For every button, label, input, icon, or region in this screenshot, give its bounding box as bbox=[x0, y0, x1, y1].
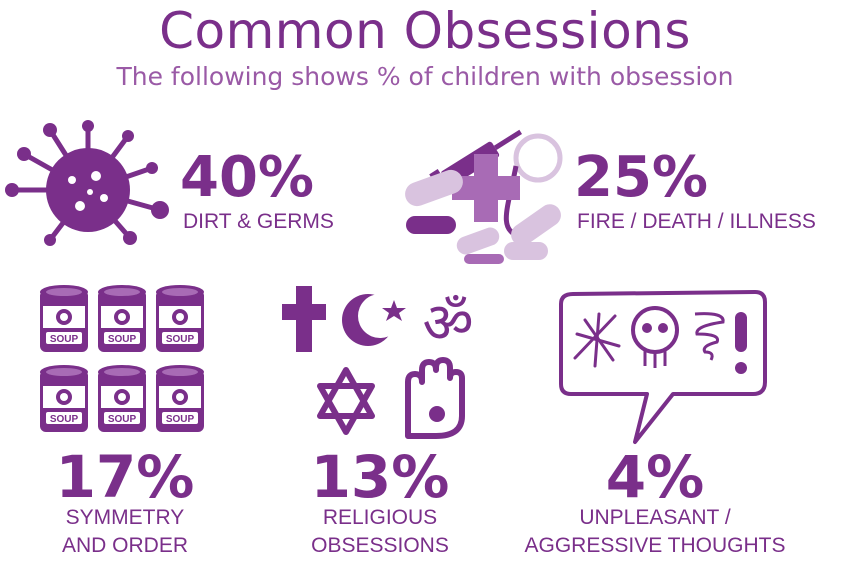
religious-symbols-icon: ॐ bbox=[282, 286, 474, 439]
soup-label: SOUP bbox=[108, 334, 137, 345]
soup-label: SOUP bbox=[108, 414, 137, 425]
svg-text:ॐ: ॐ bbox=[422, 291, 473, 356]
germ-icon bbox=[5, 120, 169, 246]
religious-label-line2: OBSESSIONS bbox=[311, 534, 449, 557]
aggressive-thoughts-percent: 4% bbox=[605, 443, 705, 511]
soup-label: SOUP bbox=[50, 414, 79, 425]
dirt-germs-label: DIRT & GERMS bbox=[183, 210, 334, 233]
fire-death-illness-percent: 25% bbox=[574, 145, 709, 210]
dirt-germs-percent: 40% bbox=[180, 145, 315, 210]
aggressive-label-line1: UNPLEASANT / bbox=[579, 506, 731, 529]
speech-bubble-icon bbox=[559, 290, 767, 444]
page-subtitle: The following shows % of children with o… bbox=[116, 62, 734, 91]
soup-label: SOUP bbox=[166, 414, 195, 425]
page-title: Common Obsessions bbox=[159, 2, 691, 60]
medical-supplies-icon bbox=[405, 129, 563, 264]
religious-label-line1: RELIGIOUS bbox=[322, 506, 438, 529]
symmetry-label-line2: AND ORDER bbox=[61, 534, 188, 557]
religious-percent: 13% bbox=[310, 443, 450, 511]
symmetry-percent: 17% bbox=[55, 443, 195, 511]
fire-death-illness-label: FIRE / DEATH / ILLNESS bbox=[577, 210, 816, 233]
soup-label: SOUP bbox=[166, 334, 195, 345]
soup-label: SOUP bbox=[50, 334, 79, 345]
soup-cans-icon: SOUP SOUP SOUP SOUP SOUP SOUP bbox=[40, 285, 204, 432]
aggressive-label-line2: AGGRESSIVE THOUGHTS bbox=[524, 534, 786, 557]
symmetry-label-line1: SYMMETRY bbox=[65, 506, 185, 529]
